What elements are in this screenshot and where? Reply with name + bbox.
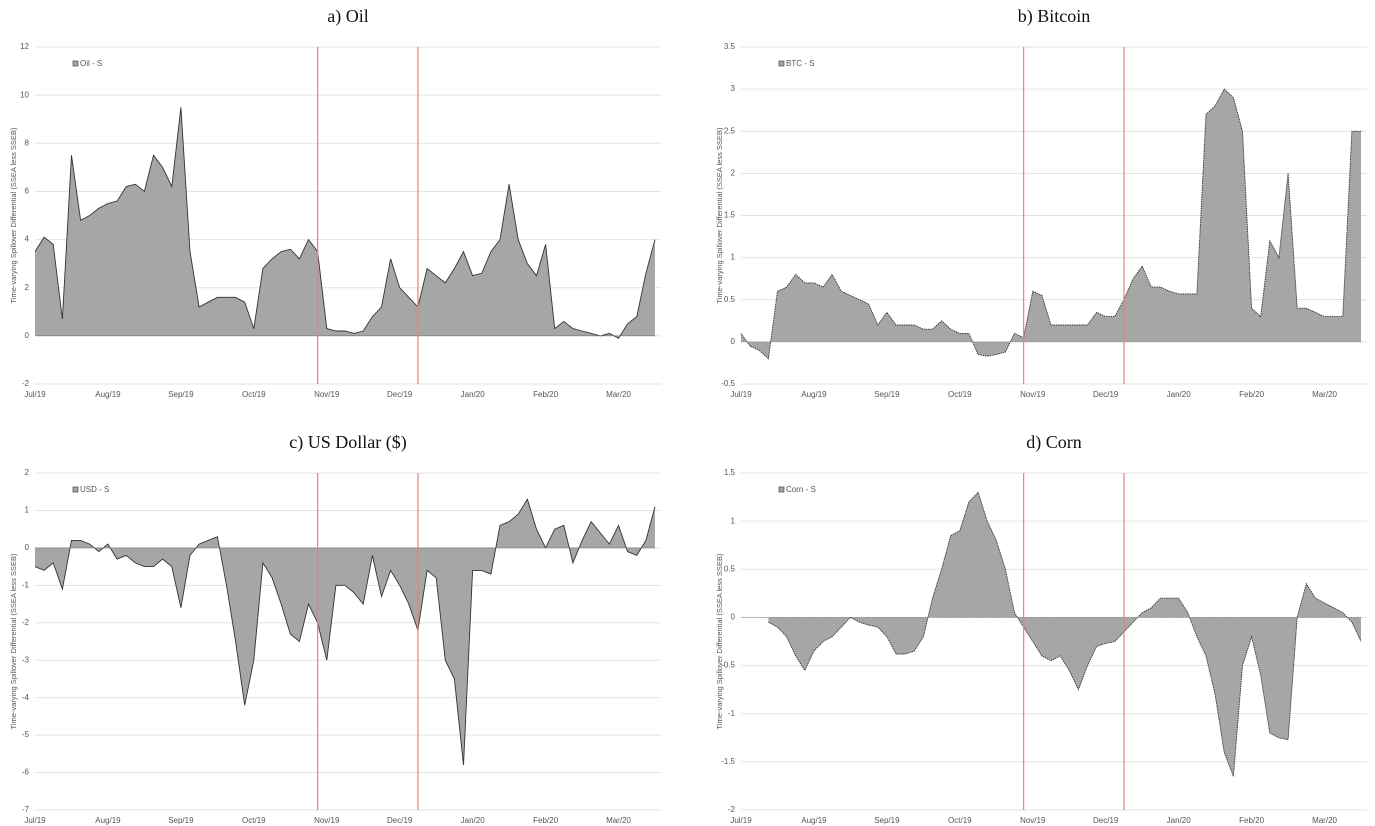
x-tick-label: Nov/19: [314, 816, 340, 825]
y-tick-label: -4: [22, 693, 30, 702]
area-outline: [34, 498, 656, 766]
x-tick-label: Dec/19: [1093, 816, 1119, 825]
y-tick-label: -0.5: [721, 379, 735, 388]
legend-label: Oil - S: [80, 59, 102, 68]
legend-swatch: [72, 60, 79, 67]
y-tick-label: 0: [731, 337, 736, 346]
x-tick-label: Dec/19: [387, 816, 413, 825]
y-tick-label: 1: [731, 516, 736, 525]
legend-swatch: [778, 60, 785, 67]
x-tick-label: Nov/19: [314, 390, 340, 399]
x-tick-label: Jul/19: [730, 390, 752, 399]
legend-label: Corn - S: [786, 485, 816, 494]
x-tick-label: Oct/19: [242, 816, 266, 825]
legend-label: BTC - S: [786, 59, 814, 68]
y-tick-label: 2: [25, 283, 30, 292]
y-tick-label: 10: [20, 90, 29, 99]
area-outline: [768, 491, 1362, 777]
y-tick-label: -2: [22, 618, 30, 627]
x-tick-label: Sep/19: [874, 816, 900, 825]
y-tick-label: 2.5: [724, 126, 736, 135]
x-tick-label: Feb/20: [1239, 816, 1264, 825]
y-tick-label: -3: [22, 655, 30, 664]
x-tick-label: Jul/19: [730, 816, 752, 825]
x-tick-label: Aug/19: [801, 390, 827, 399]
y-tick-label: -5: [22, 730, 30, 739]
x-tick-label: Jul/19: [24, 390, 46, 399]
chart-title: c) US Dollar ($): [289, 432, 406, 453]
x-tick-label: Aug/19: [801, 816, 827, 825]
area-fill: [35, 107, 655, 339]
y-axis-label: Time-varying Spillover Differential (SSE…: [715, 127, 724, 303]
x-tick-label: Mar/20: [606, 816, 631, 825]
x-tick-label: Jan/20: [1167, 816, 1192, 825]
x-tick-label: Oct/19: [242, 390, 266, 399]
y-tick-label: 1.5: [724, 211, 736, 220]
y-tick-label: 0: [25, 543, 30, 552]
y-tick-label: -1: [728, 709, 736, 718]
x-tick-label: Jan/20: [461, 390, 486, 399]
x-tick-label: Jan/20: [1167, 390, 1192, 399]
y-axis-label: Time-varying Spillover Differential (SSE…: [9, 553, 18, 729]
legend-label: USD - S: [80, 485, 109, 494]
y-tick-label: 3.5: [724, 42, 736, 51]
y-tick-label: 1: [25, 506, 30, 515]
x-tick-label: Jul/19: [24, 816, 46, 825]
x-tick-label: Mar/20: [606, 390, 631, 399]
y-tick-label: 0: [25, 331, 30, 340]
legend-swatch: [778, 486, 785, 493]
x-tick-label: Aug/19: [95, 390, 121, 399]
y-tick-label: 0.5: [724, 295, 736, 304]
area-fill: [768, 492, 1361, 777]
y-tick-label: -0.5: [721, 661, 735, 670]
x-tick-label: Sep/19: [874, 390, 900, 399]
x-tick-label: Feb/20: [533, 390, 558, 399]
x-tick-label: Sep/19: [168, 816, 194, 825]
x-tick-label: Aug/19: [95, 816, 121, 825]
y-tick-label: 2: [731, 168, 736, 177]
area-outline: [740, 88, 1361, 360]
y-tick-label: -7: [22, 805, 30, 814]
x-tick-label: Mar/20: [1312, 390, 1337, 399]
chart-title: a) Oil: [327, 6, 368, 27]
y-axis-label: Time-varying Spillover Differential (SSE…: [9, 127, 18, 303]
y-tick-label: 2: [25, 468, 30, 477]
x-tick-label: Jan/20: [461, 816, 486, 825]
x-tick-label: Feb/20: [533, 816, 558, 825]
x-tick-label: Nov/19: [1020, 390, 1046, 399]
y-tick-label: -2: [728, 805, 736, 814]
chart-title: d) Corn: [1026, 432, 1082, 453]
y-tick-label: 0.5: [724, 564, 736, 573]
x-tick-label: Dec/19: [387, 390, 413, 399]
chart-title: b) Bitcoin: [1018, 6, 1091, 27]
x-tick-label: Oct/19: [948, 390, 972, 399]
y-tick-label: -1: [22, 580, 30, 589]
x-tick-label: Mar/20: [1312, 816, 1337, 825]
y-tick-label: 6: [25, 187, 30, 196]
y-tick-label: 0: [731, 613, 736, 622]
y-tick-label: 8: [25, 138, 30, 147]
x-tick-label: Oct/19: [948, 816, 972, 825]
legend-swatch: [72, 486, 79, 493]
y-tick-label: -1.5: [721, 757, 735, 766]
x-tick-label: Nov/19: [1020, 816, 1046, 825]
y-tick-label: 1: [731, 253, 736, 262]
y-tick-label: -2: [22, 379, 30, 388]
y-tick-label: 4: [25, 235, 30, 244]
y-tick-label: -6: [22, 768, 30, 777]
y-tick-label: 3: [731, 84, 736, 93]
x-tick-label: Dec/19: [1093, 390, 1119, 399]
x-tick-label: Sep/19: [168, 390, 194, 399]
area-fill: [35, 499, 655, 766]
y-tick-label: 1.5: [724, 468, 736, 477]
y-tick-label: 12: [20, 42, 29, 51]
y-axis-label: Time-varying Spillover Differential (SSE…: [715, 553, 724, 729]
area-fill: [741, 89, 1361, 359]
area-outline: [34, 107, 656, 339]
x-tick-label: Feb/20: [1239, 390, 1264, 399]
